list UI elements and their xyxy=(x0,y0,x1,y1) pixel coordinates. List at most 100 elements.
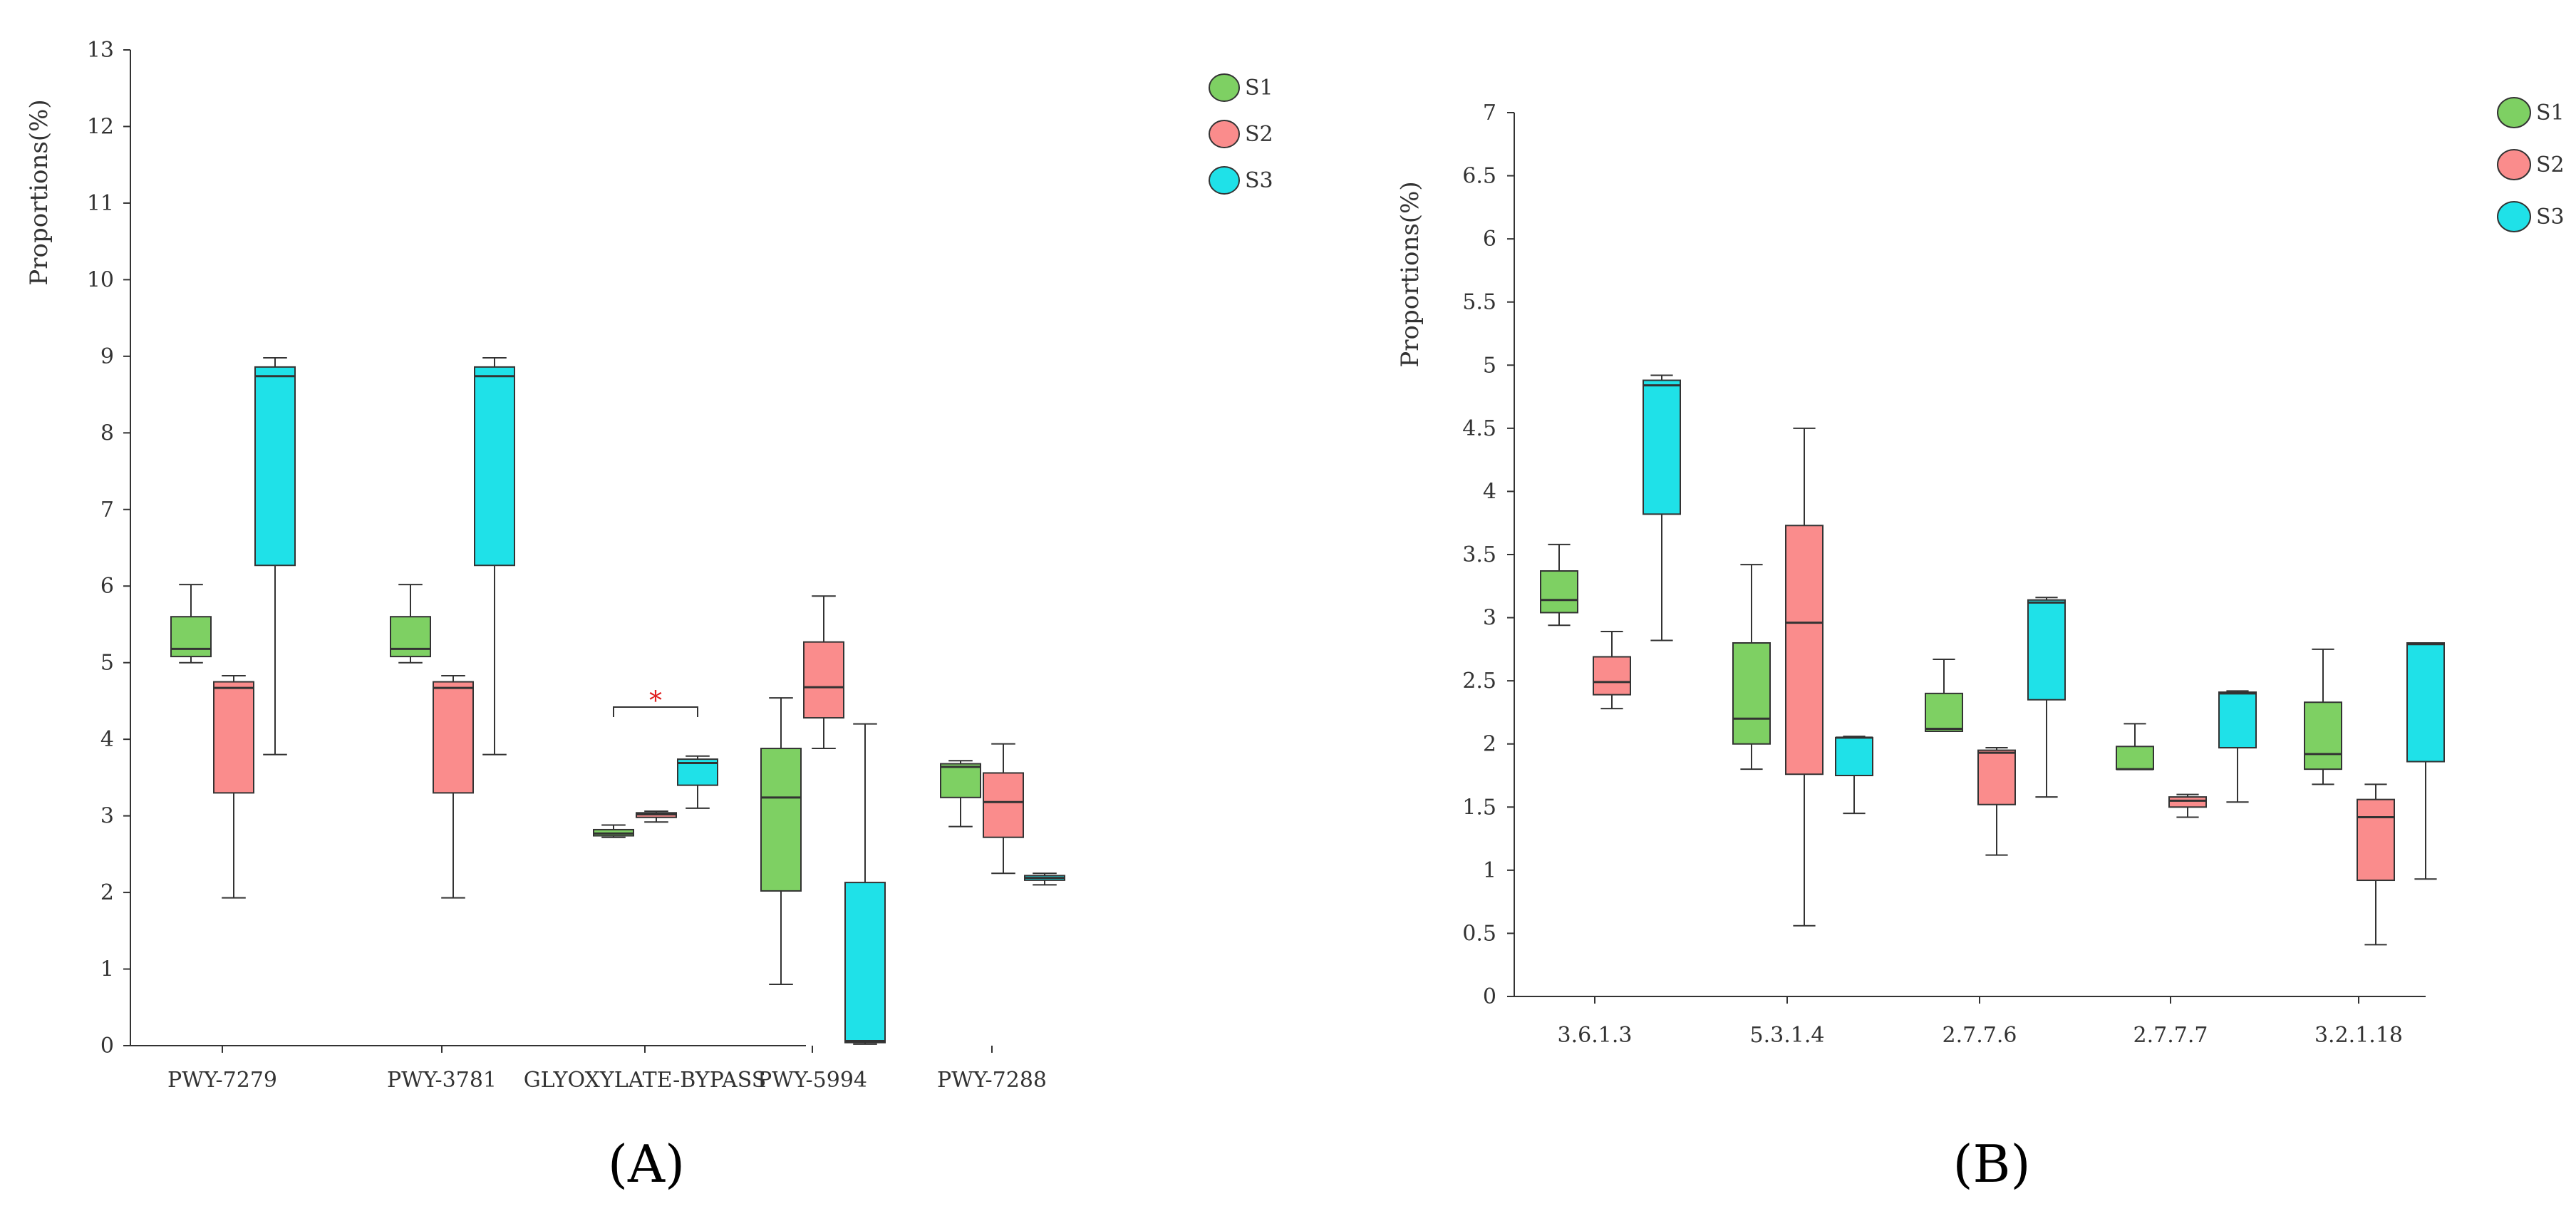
box-s2-2.7.7.6 xyxy=(1977,747,2016,856)
box-s3-5.3.1.4 xyxy=(1835,736,1873,815)
y-tick-label: 1.5 xyxy=(1462,795,1496,820)
y-tick-label: 6.5 xyxy=(1462,164,1496,189)
panel-a-significance: * xyxy=(613,686,698,718)
box-s1-3.6.1.3 xyxy=(1540,543,1578,627)
legend-swatch xyxy=(2497,201,2531,232)
box-iqr xyxy=(1925,692,1963,732)
y-tick-label: 2.5 xyxy=(1462,669,1496,694)
x-category-label: PWY-3781 xyxy=(387,1068,497,1093)
panel-a-legend[interactable]: S1 S2 S3 xyxy=(1209,73,1273,195)
significance-bracket xyxy=(613,706,698,718)
legend-item-s1[interactable]: S1 xyxy=(2497,97,2565,128)
y-tick-label: 4 xyxy=(1483,479,1496,504)
box-s1-2.7.7.6 xyxy=(1925,659,1963,732)
x-category-label: 3.2.1.18 xyxy=(2314,1023,2403,1048)
box-s1-pwy-7288 xyxy=(940,760,981,828)
y-tick-label: 5.5 xyxy=(1462,290,1496,315)
x-category-label: PWY-5994 xyxy=(757,1068,867,1093)
legend-item-s3[interactable]: S3 xyxy=(1209,166,1273,195)
box-iqr xyxy=(213,681,254,794)
legend-swatch xyxy=(1209,73,1240,102)
panel-b-legend[interactable]: S1 S2 S3 xyxy=(2497,97,2565,232)
x-category-label: PWY-7288 xyxy=(937,1068,1047,1093)
panel-a-boxes xyxy=(170,356,1065,1045)
box-s2-3.6.1.3 xyxy=(1593,631,1631,710)
legend-item-s3[interactable]: S3 xyxy=(2497,201,2565,232)
box-s1-2.7.7.7 xyxy=(2116,723,2154,771)
box-iqr xyxy=(2116,746,2154,771)
y-tick-label: 5 xyxy=(1483,353,1496,378)
y-tick-label: 9 xyxy=(100,344,114,369)
box-iqr xyxy=(2357,798,2395,882)
box-iqr xyxy=(2218,691,2257,749)
box-s1-pwy-5994 xyxy=(760,697,802,986)
x-category-label: 5.3.1.4 xyxy=(1750,1023,1825,1048)
y-tick-label: 7 xyxy=(100,498,114,522)
panel-b-label: (B) xyxy=(1952,1134,2030,1194)
box-iqr xyxy=(844,882,886,1044)
box-s2-pwy-7279 xyxy=(213,674,254,899)
y-tick-label: 7 xyxy=(1483,101,1496,125)
box-iqr xyxy=(1977,749,2016,805)
box-s1-3.2.1.18 xyxy=(2304,648,2342,785)
y-tick-label: 10 xyxy=(87,267,114,292)
significance-star: * xyxy=(649,686,662,716)
y-tick-label: 11 xyxy=(87,191,114,216)
panel-b-chart: Proportions(%) 0 0.5 1 1.5 2 2.5 3 3.5 4 4.5 5 5.5 6… xyxy=(1396,97,2565,1048)
legend-label: S2 xyxy=(1245,122,1273,147)
legend-item-s2[interactable]: S2 xyxy=(1209,120,1273,148)
box-s3-pwy-7279 xyxy=(254,356,296,756)
y-tick-label: 6 xyxy=(100,574,114,599)
box-s2-pwy-7288 xyxy=(983,743,1024,875)
x-category-label: GLYOXYLATE-BYPASS xyxy=(524,1068,767,1093)
box-iqr xyxy=(474,366,515,567)
panel-b-y-ticks: 0 0.5 1 1.5 2 2.5 3 3.5 4 4.5 5 5.5 6 6.5 7 xyxy=(1462,101,1514,1009)
legend-label: S3 xyxy=(1245,168,1273,193)
y-tick-label: 3 xyxy=(1483,606,1496,631)
panel-b-axes xyxy=(1514,113,2426,997)
box-s1-glyoxylate-bypass xyxy=(593,824,634,838)
box-iqr xyxy=(1785,525,1824,776)
legend-item-s1[interactable]: S1 xyxy=(1209,73,1273,102)
legend-label: S2 xyxy=(2536,153,2565,177)
box-s2-3.2.1.18 xyxy=(2357,783,2395,946)
panel-b-y-axis-title: Proportions(%) xyxy=(1396,181,1424,367)
box-s3-pwy-7288 xyxy=(1024,872,1065,886)
legend-swatch xyxy=(1209,120,1240,148)
box-s2-glyoxylate-bypass xyxy=(636,810,677,823)
y-tick-label: 1 xyxy=(1483,858,1496,883)
y-tick-label: 2 xyxy=(100,880,114,905)
box-s1-5.3.1.4 xyxy=(1732,564,1771,771)
x-category-label: 3.6.1.3 xyxy=(1558,1023,1633,1048)
panel-a-label: (A) xyxy=(608,1134,685,1194)
box-s3-2.7.7.6 xyxy=(2027,597,2066,798)
legend-item-s2[interactable]: S2 xyxy=(2497,149,2565,180)
panel-a-x-ticks: PWY-7279 PWY-3781 GLYOXYLATE-BYPASSPWY-599… xyxy=(167,1046,1047,1093)
x-category-label: PWY-7279 xyxy=(167,1068,277,1093)
box-s1-pwy-7279 xyxy=(170,584,212,664)
box-s3-pwy-5994 xyxy=(844,723,886,1045)
y-tick-label: 3 xyxy=(100,804,114,829)
y-tick-label: 13 xyxy=(87,38,114,63)
panel-a-y-axis-title: Proportions(%) xyxy=(25,99,53,285)
legend-label: S3 xyxy=(2536,205,2565,230)
box-iqr xyxy=(254,366,296,567)
y-tick-label: 12 xyxy=(87,114,114,139)
y-tick-label: 1 xyxy=(100,957,114,982)
box-s3-pwy-3781 xyxy=(474,356,515,756)
box-iqr xyxy=(1540,570,1578,614)
box-iqr xyxy=(2027,599,2066,701)
box-iqr xyxy=(1732,642,1771,745)
box-iqr xyxy=(1835,736,1873,777)
x-category-label: 2.7.7.6 xyxy=(1943,1023,2017,1048)
box-s3-3.2.1.18 xyxy=(2406,642,2445,880)
y-tick-label: 4.5 xyxy=(1462,416,1496,441)
box-iqr xyxy=(803,641,844,719)
box-s2-2.7.7.7 xyxy=(2168,793,2207,818)
y-tick-label: 0 xyxy=(1483,984,1496,1009)
box-iqr xyxy=(760,748,802,892)
panel-b-boxes xyxy=(1540,374,2445,946)
box-s2-pwy-5994 xyxy=(803,595,844,750)
